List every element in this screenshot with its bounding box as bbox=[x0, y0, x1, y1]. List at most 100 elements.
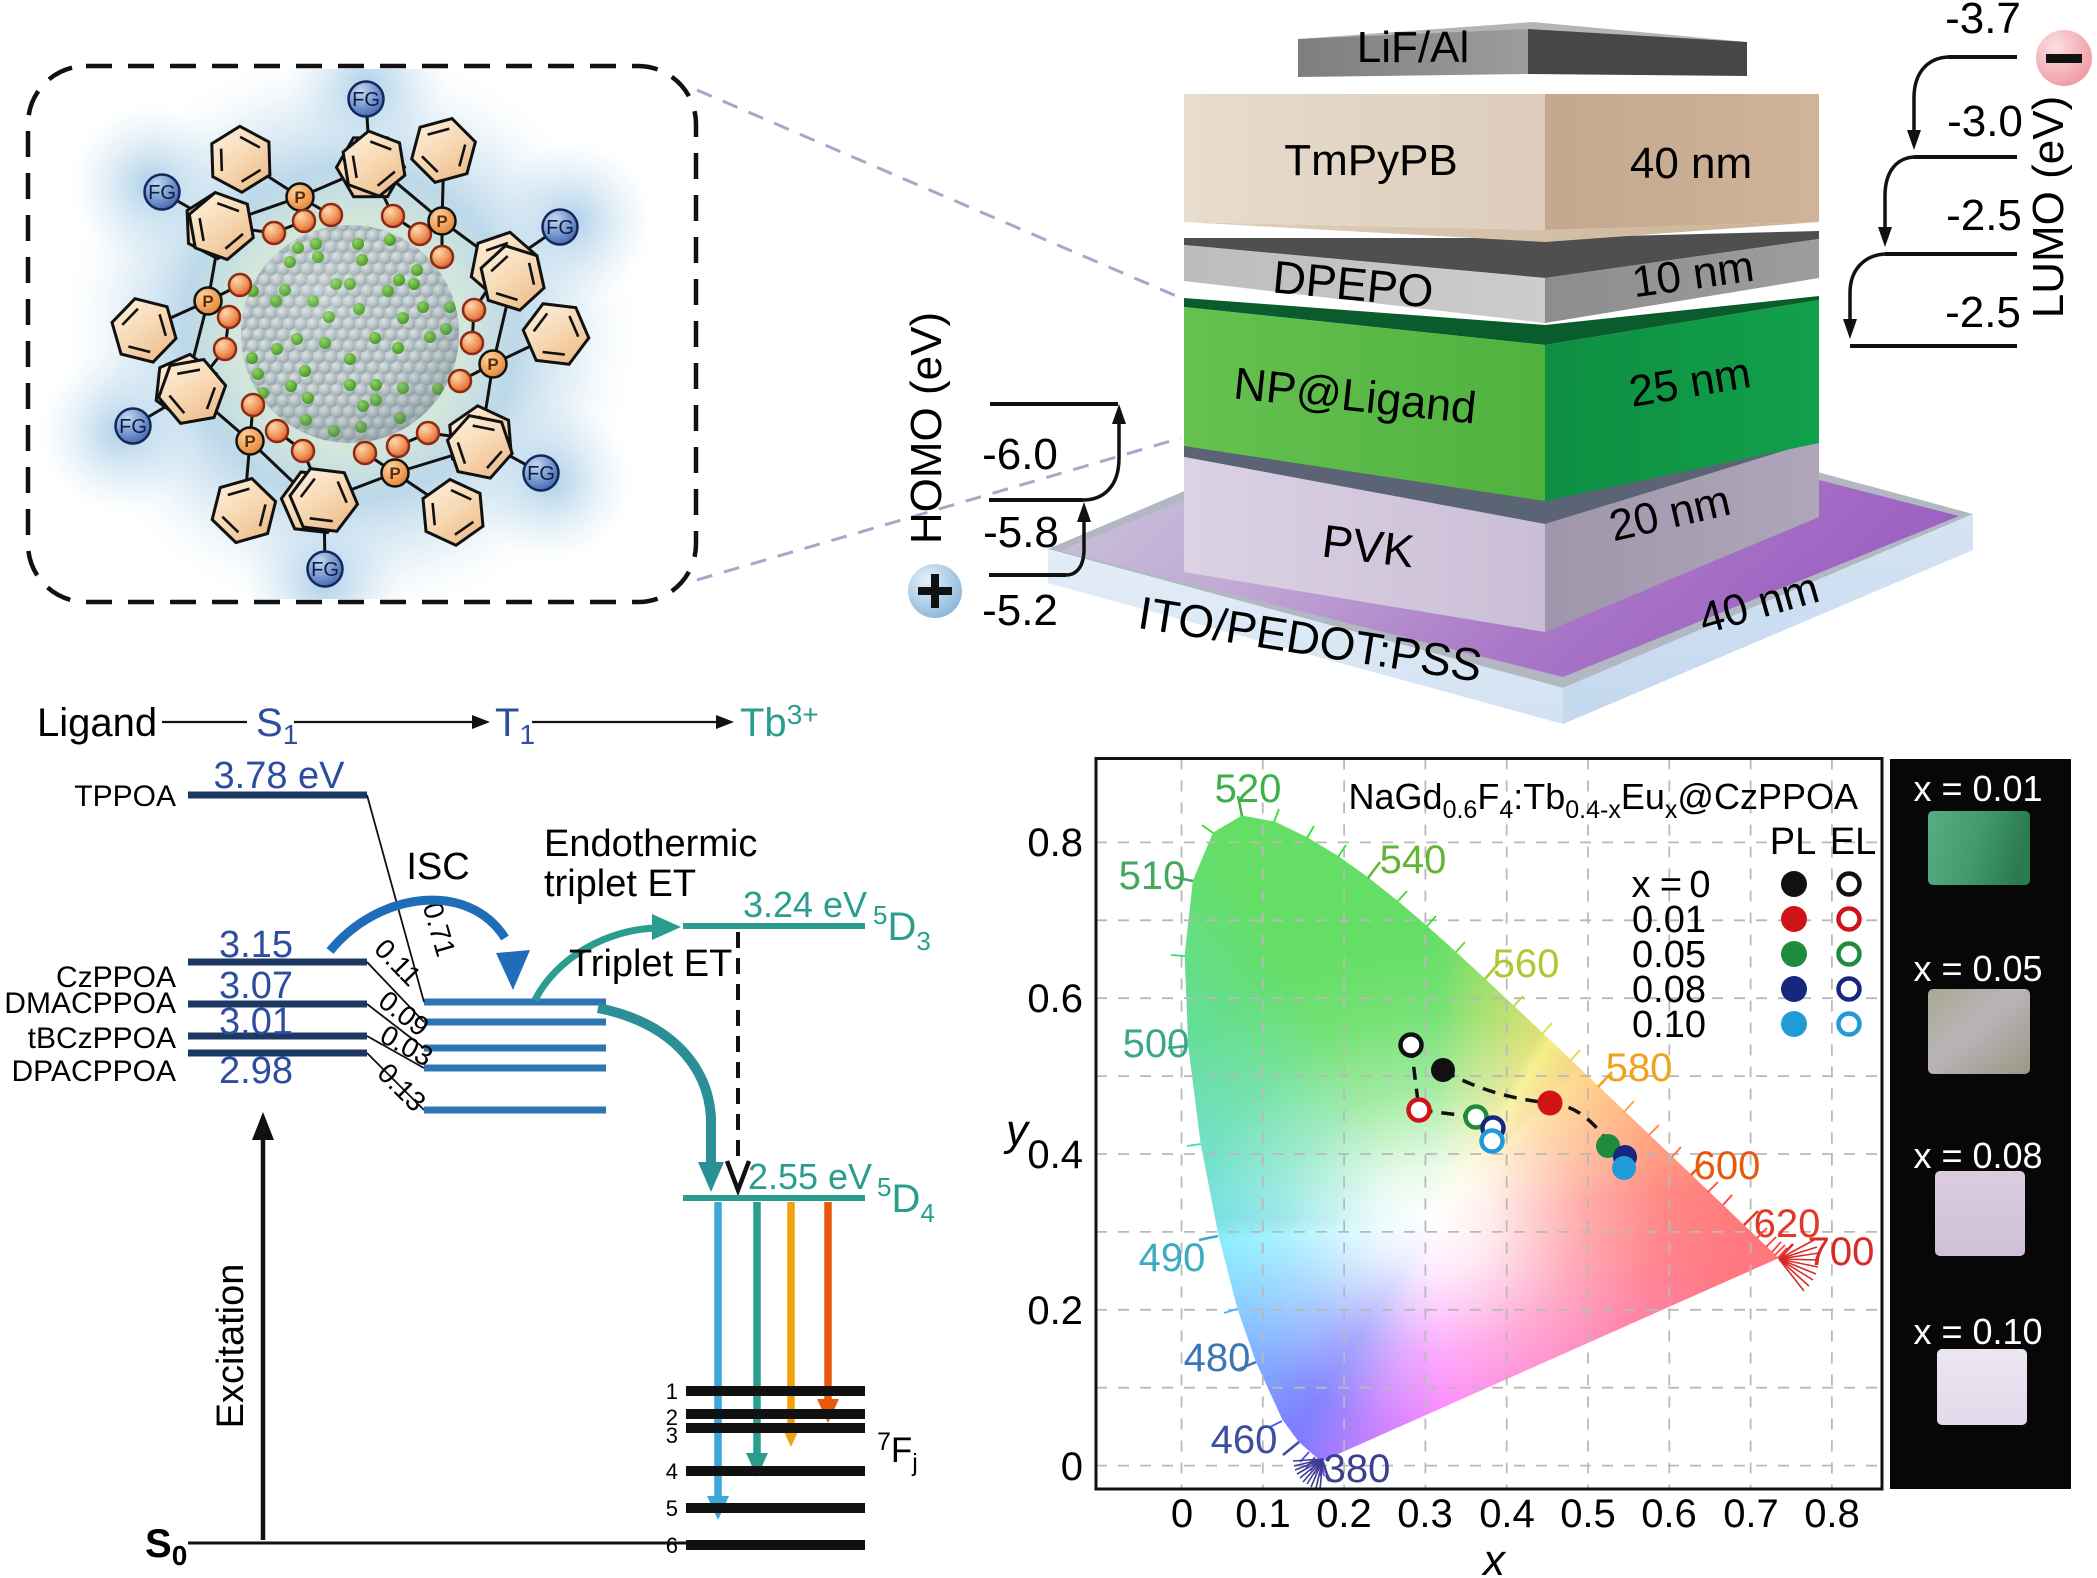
svg-text:0.08: 0.08 bbox=[1632, 969, 1706, 1011]
svg-text:-5.2: -5.2 bbox=[982, 586, 1058, 635]
svg-text:x = 0.01: x = 0.01 bbox=[1913, 768, 2042, 809]
svg-text:-3.7: -3.7 bbox=[1945, 0, 2021, 43]
svg-text:x = 0.05: x = 0.05 bbox=[1913, 948, 2042, 989]
svg-text:0.05: 0.05 bbox=[1632, 934, 1706, 976]
svg-text:0.5: 0.5 bbox=[1560, 1492, 1616, 1536]
svg-text:580: 580 bbox=[1606, 1046, 1673, 1090]
svg-text:0.6: 0.6 bbox=[1027, 977, 1083, 1021]
svg-text:3.78 eV: 3.78 eV bbox=[214, 755, 346, 797]
svg-text:510: 510 bbox=[1119, 854, 1186, 898]
svg-text:triplet ET: triplet ET bbox=[544, 863, 696, 905]
svg-text:0: 0 bbox=[1171, 1492, 1193, 1536]
svg-text:1: 1 bbox=[666, 1379, 678, 1404]
svg-text:P: P bbox=[202, 292, 213, 311]
svg-text:3.24 eV: 3.24 eV bbox=[743, 884, 867, 925]
svg-text:x = 0.10: x = 0.10 bbox=[1913, 1311, 2042, 1352]
svg-text:620: 620 bbox=[1754, 1202, 1821, 1246]
svg-text:0: 0 bbox=[1061, 1445, 1083, 1489]
svg-text:Triplet ET: Triplet ET bbox=[569, 943, 732, 985]
svg-text:FG: FG bbox=[352, 89, 380, 111]
svg-text:700: 700 bbox=[1808, 1230, 1875, 1274]
svg-text:6: 6 bbox=[666, 1533, 678, 1558]
svg-text:540: 540 bbox=[1380, 838, 1447, 882]
svg-text:FG: FG bbox=[527, 463, 555, 485]
svg-text:NaGd0.6F4:Tb0.4-xEux@CzPPOA: NaGd0.6F4:Tb0.4-xEux@CzPPOA bbox=[1349, 776, 1858, 824]
svg-text:3.07: 3.07 bbox=[219, 965, 293, 1007]
svg-text:0.7: 0.7 bbox=[1723, 1492, 1779, 1536]
svg-text:0.8: 0.8 bbox=[1027, 821, 1083, 865]
svg-text:2.55 eV: 2.55 eV bbox=[748, 1156, 872, 1197]
svg-text:3.15: 3.15 bbox=[219, 924, 293, 966]
svg-text:380: 380 bbox=[1324, 1447, 1391, 1491]
svg-text:0.10: 0.10 bbox=[1632, 1004, 1706, 1046]
svg-text:HOMO (eV): HOMO (eV) bbox=[902, 312, 951, 544]
svg-text:x = 0.08: x = 0.08 bbox=[1913, 1135, 2042, 1176]
svg-text:DPACPPOA: DPACPPOA bbox=[12, 1055, 177, 1088]
svg-text:-3.0: -3.0 bbox=[1947, 97, 2023, 146]
svg-text:2.98: 2.98 bbox=[219, 1050, 293, 1092]
svg-text:FG: FG bbox=[148, 182, 176, 204]
svg-text:Excitation: Excitation bbox=[210, 1264, 252, 1429]
svg-text:x: x bbox=[1632, 864, 1651, 906]
svg-text:3.01: 3.01 bbox=[219, 1001, 293, 1043]
svg-text:0.2: 0.2 bbox=[1316, 1492, 1372, 1536]
svg-text:CzPPOA: CzPPOA bbox=[56, 961, 176, 994]
svg-text:490: 490 bbox=[1139, 1236, 1206, 1280]
svg-text:0.6: 0.6 bbox=[1641, 1492, 1697, 1536]
svg-text:PVK: PVK bbox=[1319, 515, 1417, 578]
svg-text:P: P bbox=[389, 464, 400, 483]
svg-text:LiF/Al: LiF/Al bbox=[1357, 23, 1469, 72]
svg-text:5D4: 5D4 bbox=[877, 1172, 935, 1228]
svg-text:3: 3 bbox=[666, 1423, 678, 1448]
svg-text:tBCzPPOA: tBCzPPOA bbox=[28, 1022, 176, 1055]
svg-text:480: 480 bbox=[1184, 1336, 1251, 1380]
svg-text:-2.5: -2.5 bbox=[1945, 288, 2021, 337]
svg-text:-2.5: -2.5 bbox=[1946, 191, 2022, 240]
svg-text:FG: FG bbox=[119, 416, 147, 438]
svg-text:ISC: ISC bbox=[406, 846, 469, 888]
svg-text:5: 5 bbox=[666, 1496, 678, 1521]
svg-text:T1: T1 bbox=[495, 701, 535, 750]
svg-text:S0: S0 bbox=[145, 1522, 187, 1571]
svg-text:S1: S1 bbox=[256, 701, 298, 750]
svg-text:LUMO (eV): LUMO (eV) bbox=[2024, 96, 2073, 318]
svg-text:-6.0: -6.0 bbox=[982, 430, 1058, 479]
svg-text:0.4: 0.4 bbox=[1479, 1492, 1535, 1536]
svg-text:Endothermic: Endothermic bbox=[544, 823, 757, 865]
svg-text:TPPOA: TPPOA bbox=[74, 780, 176, 813]
svg-text:P: P bbox=[244, 432, 255, 451]
svg-text:500: 500 bbox=[1123, 1022, 1190, 1066]
svg-text:520: 520 bbox=[1215, 767, 1282, 811]
svg-text:2: 2 bbox=[666, 1405, 678, 1430]
svg-text:P: P bbox=[436, 212, 447, 231]
svg-text:FG: FG bbox=[546, 217, 574, 239]
svg-text:x: x bbox=[1481, 1536, 1507, 1578]
svg-text:FG: FG bbox=[311, 559, 339, 581]
svg-text:4: 4 bbox=[666, 1459, 678, 1484]
svg-text:0.8: 0.8 bbox=[1804, 1492, 1860, 1536]
svg-text:=: = bbox=[1660, 864, 1682, 906]
svg-text:600: 600 bbox=[1694, 1144, 1761, 1188]
svg-text:0.2: 0.2 bbox=[1027, 1289, 1083, 1333]
svg-text:PL: PL bbox=[1770, 821, 1816, 863]
svg-text:DMACPPOA: DMACPPOA bbox=[4, 987, 176, 1020]
svg-text:7Fj: 7Fj bbox=[877, 1428, 918, 1477]
svg-text:460: 460 bbox=[1211, 1418, 1278, 1462]
svg-text:0.3: 0.3 bbox=[1397, 1492, 1453, 1536]
svg-text:0.01: 0.01 bbox=[1632, 899, 1706, 941]
svg-text:40 nm: 40 nm bbox=[1630, 139, 1752, 188]
svg-text:y: y bbox=[1003, 1106, 1031, 1155]
svg-text:0.1: 0.1 bbox=[1235, 1492, 1291, 1536]
svg-text:560: 560 bbox=[1493, 942, 1560, 986]
svg-text:0.71: 0.71 bbox=[417, 899, 462, 960]
svg-text:P: P bbox=[294, 188, 305, 207]
svg-text:Ligand: Ligand bbox=[37, 701, 157, 745]
svg-text:TmPyPB: TmPyPB bbox=[1284, 136, 1458, 185]
svg-text:EL: EL bbox=[1830, 821, 1876, 863]
svg-text:0: 0 bbox=[1689, 864, 1710, 906]
svg-text:5D3: 5D3 bbox=[873, 900, 931, 956]
svg-text:-5.8: -5.8 bbox=[983, 508, 1059, 557]
svg-text:0.4: 0.4 bbox=[1027, 1133, 1083, 1177]
svg-text:Tb3+: Tb3+ bbox=[740, 699, 819, 745]
svg-text:P: P bbox=[487, 355, 498, 374]
